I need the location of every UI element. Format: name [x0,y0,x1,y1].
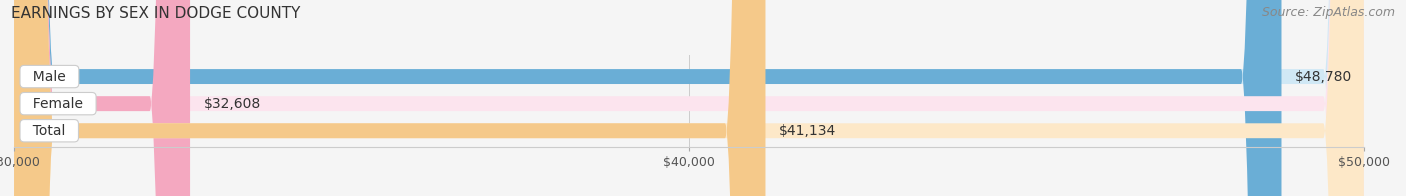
FancyBboxPatch shape [14,0,1364,196]
Text: Male: Male [24,70,75,83]
Text: Total: Total [24,124,75,138]
Text: EARNINGS BY SEX IN DODGE COUNTY: EARNINGS BY SEX IN DODGE COUNTY [11,6,301,21]
FancyBboxPatch shape [14,0,765,196]
Text: Female: Female [24,97,91,111]
FancyBboxPatch shape [14,0,1364,196]
FancyBboxPatch shape [14,0,1364,196]
Text: $32,608: $32,608 [204,97,262,111]
Text: $41,134: $41,134 [779,124,837,138]
Text: Source: ZipAtlas.com: Source: ZipAtlas.com [1261,6,1395,19]
FancyBboxPatch shape [14,0,190,196]
FancyBboxPatch shape [14,0,1281,196]
Text: $48,780: $48,780 [1295,70,1353,83]
